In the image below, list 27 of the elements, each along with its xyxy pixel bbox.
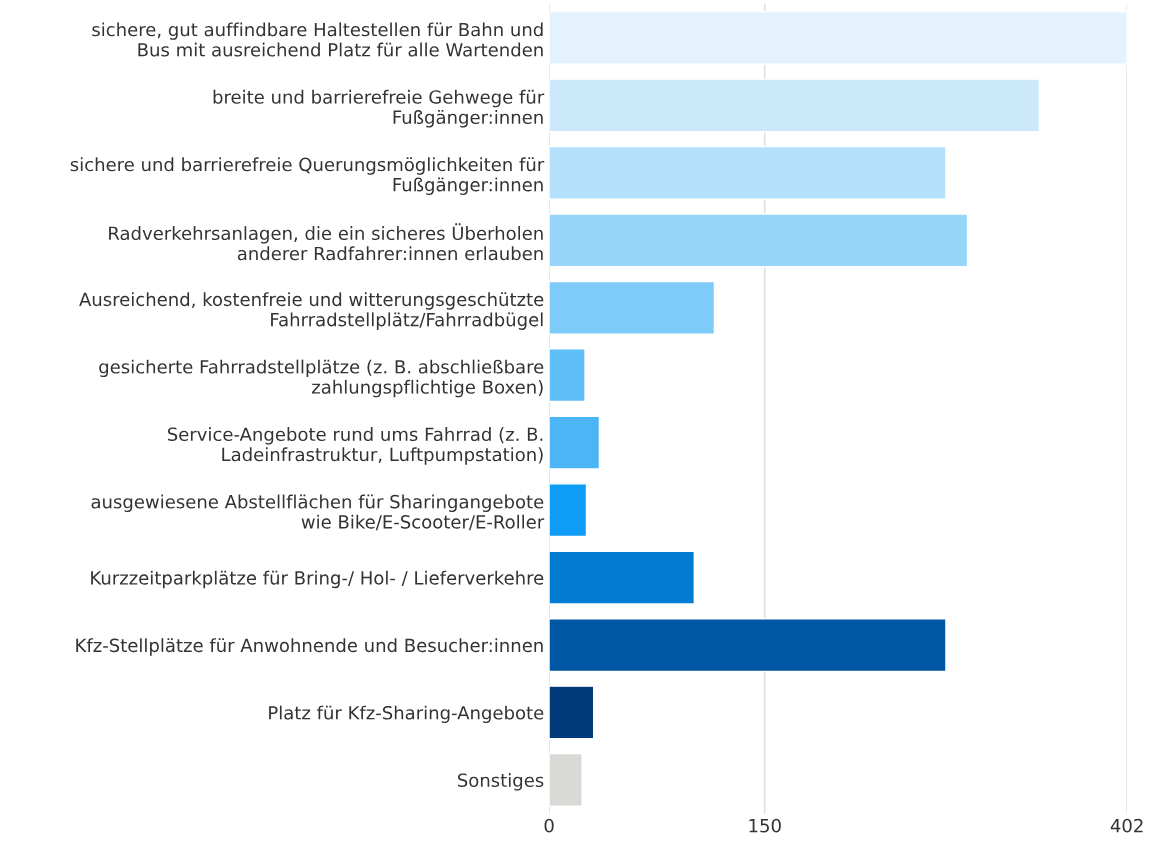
x-tick-label: 0 [544, 818, 554, 833]
y-tick-label: Kurzzeitparkplätze für Bring-/ Hol- / Lieferverkehre [91, 570, 544, 589]
bar [549, 752, 583, 807]
bar [549, 685, 595, 740]
bar [549, 550, 696, 605]
y-tick-label: Ausreichend, kostenfreie und witterungsgeschützte Fahrradstellplätz/Fahrradbügel [79, 292, 544, 330]
bar [549, 10, 1128, 65]
y-tick-label: gesicherte Fahrradstellplätze (z. B. abschließbare zahlungspflichtige Boxen) [99, 359, 544, 398]
x-tick-label: 150 [749, 818, 781, 833]
bar [549, 78, 1041, 133]
x-tick-label: 402 [1110, 818, 1143, 833]
bar [549, 145, 947, 200]
y-tick-label: Kfz-Stellplätze für Anwohnende und Besucher:innen [76, 638, 543, 656]
y-tick-label: Radverkehrsanlagen, die ein sicheres Überholen anderer Radfahrer:innen erlauben [109, 223, 543, 261]
bar [549, 348, 586, 403]
bar [549, 213, 969, 268]
y-tick-label: Service-Angebote rund ums Fahrrad (z. B. Ladeinfrastruktur, Luftpumpstation) [167, 427, 543, 465]
y-tick-label: sichere und barrierefreie Querungsmöglichkeiten für Fußgänger:innen [70, 157, 545, 195]
y-tick-label: sichere, gut auffindbare Haltestellen für Bahn und Bus mit ausreichend Platz für alle Wartenden [92, 22, 543, 57]
bar [549, 618, 947, 673]
y-tick-label: breite und barrierefreie Gehwege für Fußgänger:innen [213, 89, 545, 128]
y-tick-label: ausgewiesene Abstellflächen für Sharingangebote wie Bike/E-Scooter/E-Roller [91, 494, 545, 531]
bar [549, 415, 601, 470]
y-tick-label: Sonstiges [458, 773, 544, 791]
bar [549, 280, 716, 335]
y-tick-label: Platz für Kfz-Sharing-Angebote [269, 705, 544, 724]
bar [549, 483, 588, 538]
